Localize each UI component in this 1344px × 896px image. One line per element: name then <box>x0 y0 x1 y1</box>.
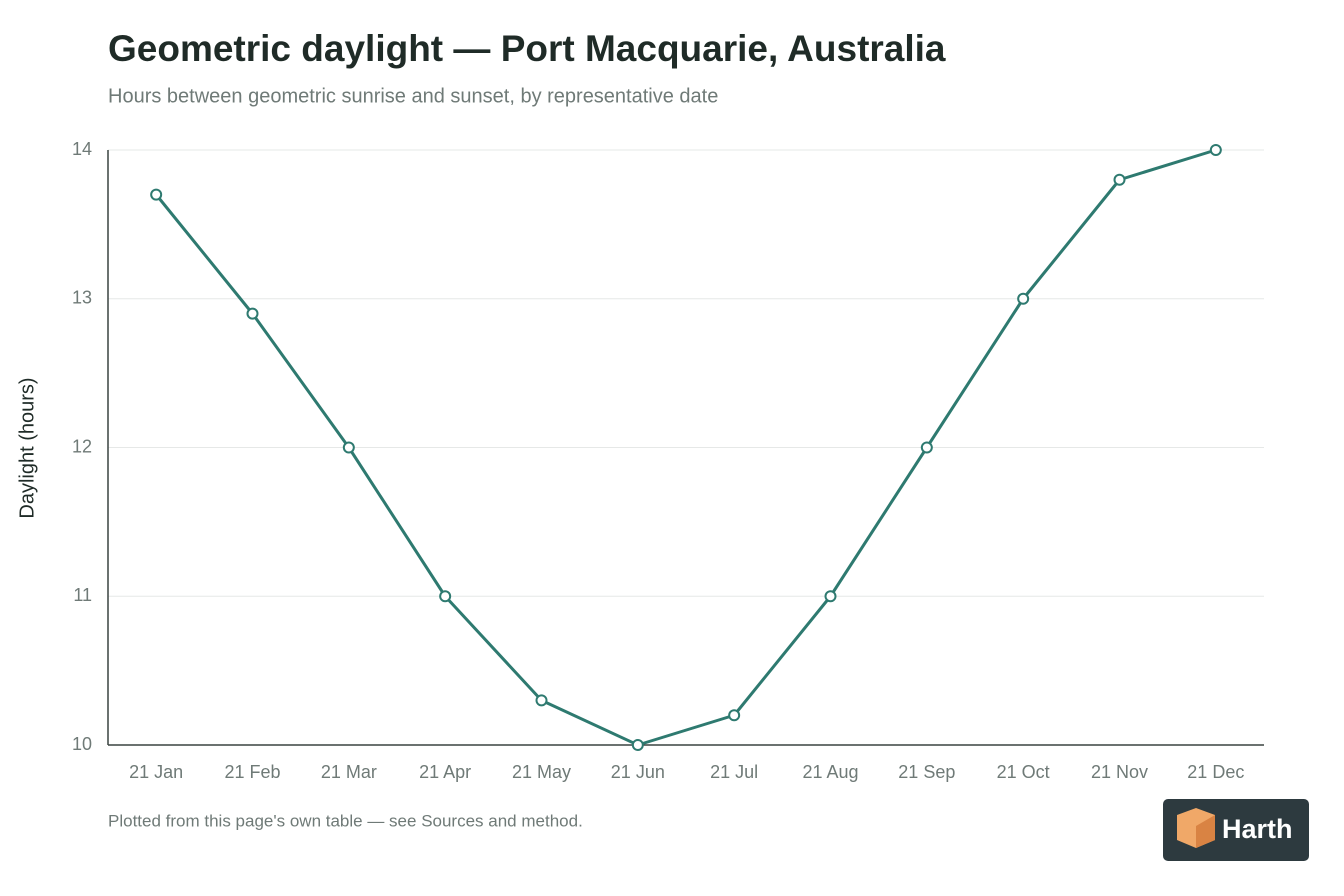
data-point <box>535 694 548 707</box>
data-point <box>631 739 644 751</box>
y-tick-label: 12 <box>72 436 92 456</box>
x-tick-label: 21 Mar <box>321 762 377 782</box>
x-tick-label: 21 Nov <box>1091 762 1148 782</box>
footnote: Plotted from this page's own table — see… <box>108 811 583 830</box>
y-tick-label: 13 <box>72 288 92 308</box>
x-tick-label: 21 Jul <box>710 762 758 782</box>
y-axis-label: Daylight (hours) <box>16 377 38 518</box>
x-tick-label: 21 Jun <box>611 762 665 782</box>
data-point <box>439 590 452 603</box>
data-point <box>824 590 837 603</box>
data-point <box>1113 173 1126 186</box>
x-tick-label: 21 Jan <box>129 762 183 782</box>
y-tick-label: 11 <box>73 585 92 605</box>
logo-icon-side <box>1196 815 1215 848</box>
data-point <box>246 307 259 320</box>
chart-subtitle: Hours between geometric sunrise and suns… <box>108 85 718 107</box>
data-line <box>155 148 1217 747</box>
chart-title: Geometric daylight — Port Macquarie, Aus… <box>108 28 946 69</box>
x-tick-label: 21 Sep <box>898 762 955 782</box>
y-tick-label: 10 <box>72 734 92 754</box>
data-point <box>1017 292 1030 305</box>
data-point <box>920 441 933 454</box>
x-tick-label: 21 Oct <box>997 762 1050 782</box>
data-point <box>150 188 163 201</box>
logo-text: Harth <box>1222 814 1293 844</box>
data-point <box>728 709 741 722</box>
data-point <box>342 441 355 454</box>
data-point <box>1209 144 1222 156</box>
x-tick-label: 21 Feb <box>224 762 280 782</box>
y-tick-label: 14 <box>72 139 92 159</box>
x-tick-label: 21 Apr <box>419 762 471 782</box>
logo: Harth <box>1163 799 1309 861</box>
x-tick-label: 21 Dec <box>1187 762 1244 782</box>
x-tick-label: 21 Aug <box>802 762 858 782</box>
x-tick-label: 21 May <box>512 762 571 782</box>
